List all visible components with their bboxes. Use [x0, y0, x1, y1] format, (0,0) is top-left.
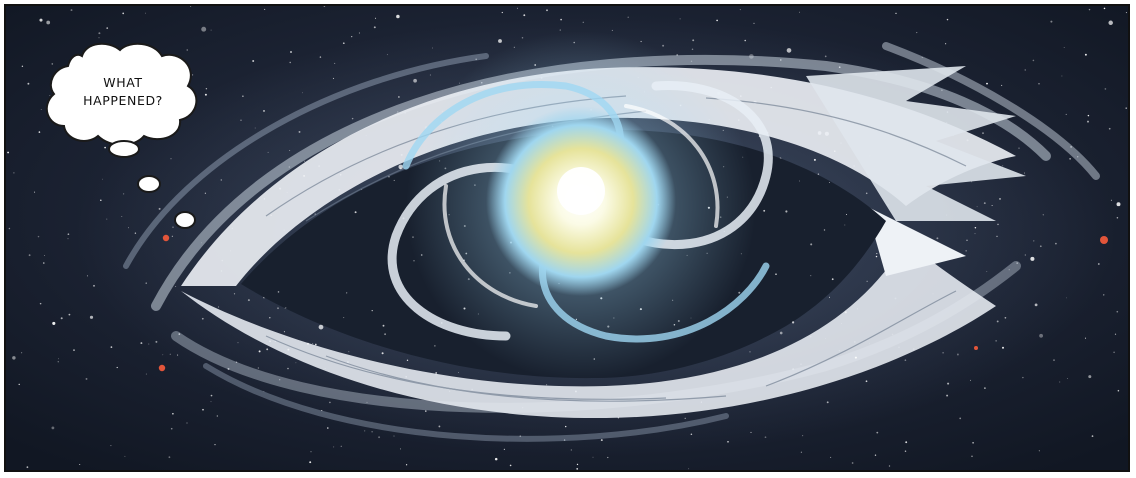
thought-bubble-tail-small [174, 211, 196, 229]
thought-bubble [45, 42, 198, 229]
red-stars [158, 234, 1108, 372]
eye-outline [181, 66, 1026, 419]
thought-bubble-tail-medium [137, 175, 161, 193]
galaxy-eye-illustration [6, 6, 1128, 470]
thought-bubble-tail-large [108, 140, 140, 158]
iris-spiral [387, 31, 773, 381]
thought-bubble-text: WHAT HAPPENED? [83, 75, 163, 108]
comic-panel: WHAT HAPPENED? [4, 4, 1130, 472]
